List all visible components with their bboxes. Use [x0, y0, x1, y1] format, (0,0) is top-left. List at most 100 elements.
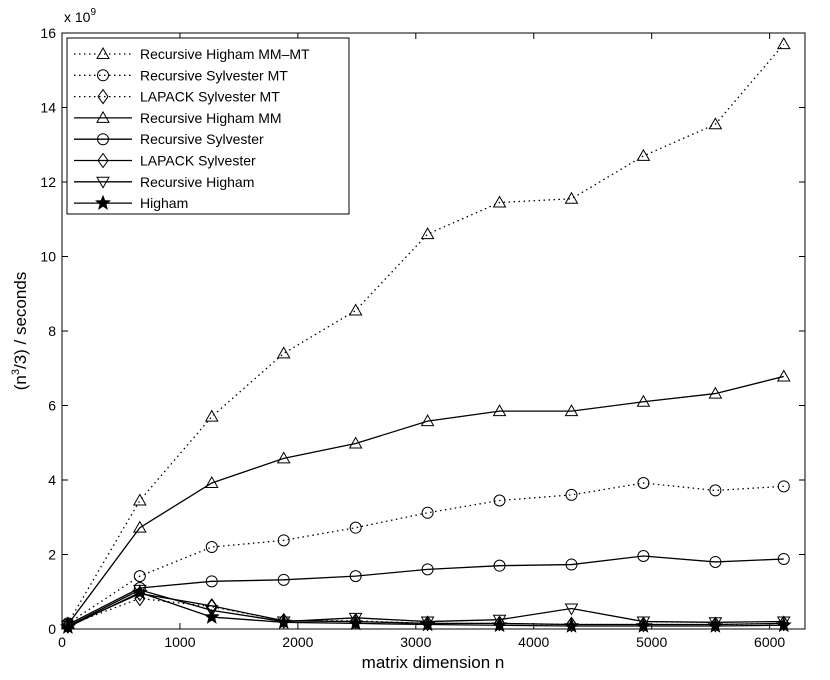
y-tick-label: 0	[48, 621, 56, 637]
data-point	[420, 414, 435, 427]
data-point	[636, 616, 651, 629]
data-point	[59, 618, 76, 634]
legend-marker	[97, 152, 109, 169]
data-point	[204, 605, 219, 618]
data-point	[564, 191, 579, 204]
legend-label: Recursive Higham	[140, 174, 254, 190]
series-3	[61, 369, 791, 630]
series-layer	[59, 37, 792, 634]
data-point	[131, 584, 148, 600]
y-exponent-prefix: x 10	[64, 9, 91, 25]
legend-label: Recursive Higham MM–MT	[140, 46, 310, 62]
data-point	[636, 148, 651, 161]
legend-item: LAPACK Sylvester MT	[74, 89, 280, 105]
legend-label: LAPACK Sylvester	[140, 153, 256, 169]
x-tick-label: 4000	[518, 634, 549, 650]
y-exponent-label: x 109	[64, 7, 96, 25]
legend-label: Recursive Higham MM	[140, 110, 282, 126]
data-point	[204, 409, 219, 422]
y-exponent-power: 9	[90, 7, 96, 18]
data-point	[205, 575, 218, 588]
ticks-layer: 0 1000 2000 3000 4000 5000 6000 0 2 4 6 8 10 12 14 16	[40, 25, 805, 650]
data-point	[709, 555, 722, 568]
data-point	[777, 480, 790, 493]
y-tick-label: 10	[40, 249, 56, 265]
data-point	[348, 303, 363, 316]
legend-marker	[97, 69, 109, 82]
legend-marker	[96, 110, 110, 123]
series-line	[67, 555, 784, 626]
data-point	[349, 521, 362, 534]
legend-marker	[95, 194, 111, 210]
series-0	[61, 37, 791, 629]
legend-marker	[97, 133, 109, 146]
data-point	[275, 613, 292, 630]
x-tick-label: 0	[58, 634, 66, 650]
series-line	[67, 375, 784, 625]
legend-label: Recursive Sylvester	[140, 131, 264, 147]
y-tick-label: 4	[48, 472, 56, 488]
legend-box	[66, 37, 350, 215]
data-point	[491, 616, 508, 633]
data-point	[132, 520, 147, 533]
data-point	[421, 563, 434, 576]
x-tick-label: 3000	[400, 634, 431, 650]
x-tick-label: 1000	[164, 634, 195, 650]
legend-label: Recursive Sylvester MT	[140, 67, 288, 83]
data-point	[708, 117, 723, 130]
data-point	[493, 494, 506, 507]
y-axis-label-sup: 3	[10, 369, 22, 375]
data-point	[421, 506, 434, 519]
y-tick-label: 6	[48, 398, 56, 414]
series-4	[61, 549, 790, 631]
data-point	[347, 615, 364, 631]
data-point	[132, 493, 147, 506]
x-tick-label: 2000	[282, 634, 313, 650]
data-point	[777, 552, 790, 565]
legend-item: Recursive Higham	[74, 174, 254, 190]
series-1	[61, 476, 790, 630]
data-point	[564, 404, 579, 417]
x-tick-label: 5000	[636, 634, 667, 650]
data-point	[493, 559, 506, 572]
data-point	[349, 570, 362, 583]
data-point	[776, 37, 791, 50]
data-point	[776, 369, 791, 382]
data-point	[277, 534, 290, 547]
series-line	[67, 43, 785, 624]
data-point	[276, 346, 291, 359]
data-point	[277, 573, 290, 586]
data-point	[348, 436, 363, 449]
data-point	[419, 616, 436, 632]
data-point	[565, 488, 578, 501]
legend-label: LAPACK Sylvester MT	[140, 89, 280, 105]
data-point	[492, 404, 507, 417]
series-7	[59, 584, 792, 634]
data-point	[637, 476, 650, 489]
x-tick-label: 6000	[754, 634, 785, 650]
data-point	[205, 541, 218, 554]
x-axis-label: matrix dimension n	[362, 653, 505, 672]
data-point	[276, 451, 291, 464]
legend-item: Recursive Higham MM	[74, 110, 282, 126]
data-point	[133, 570, 146, 583]
data-point	[492, 614, 507, 627]
legend-item: Recursive Sylvester	[74, 131, 264, 147]
data-point	[348, 612, 363, 625]
legend-marker	[97, 88, 109, 105]
data-point	[420, 227, 435, 240]
data-point	[708, 386, 723, 399]
legend-item: LAPACK Sylvester	[74, 153, 256, 169]
data-point	[565, 616, 578, 633]
legend-marker	[96, 46, 110, 59]
data-point	[565, 558, 578, 571]
data-point	[636, 394, 651, 407]
y-tick-label: 14	[40, 100, 56, 116]
legend-label: Higham	[140, 195, 188, 211]
data-point	[775, 616, 792, 633]
data-point	[203, 608, 220, 624]
y-axis-label-base: (n	[11, 375, 30, 390]
legend-item: Higham	[74, 194, 188, 211]
data-point	[564, 603, 579, 616]
